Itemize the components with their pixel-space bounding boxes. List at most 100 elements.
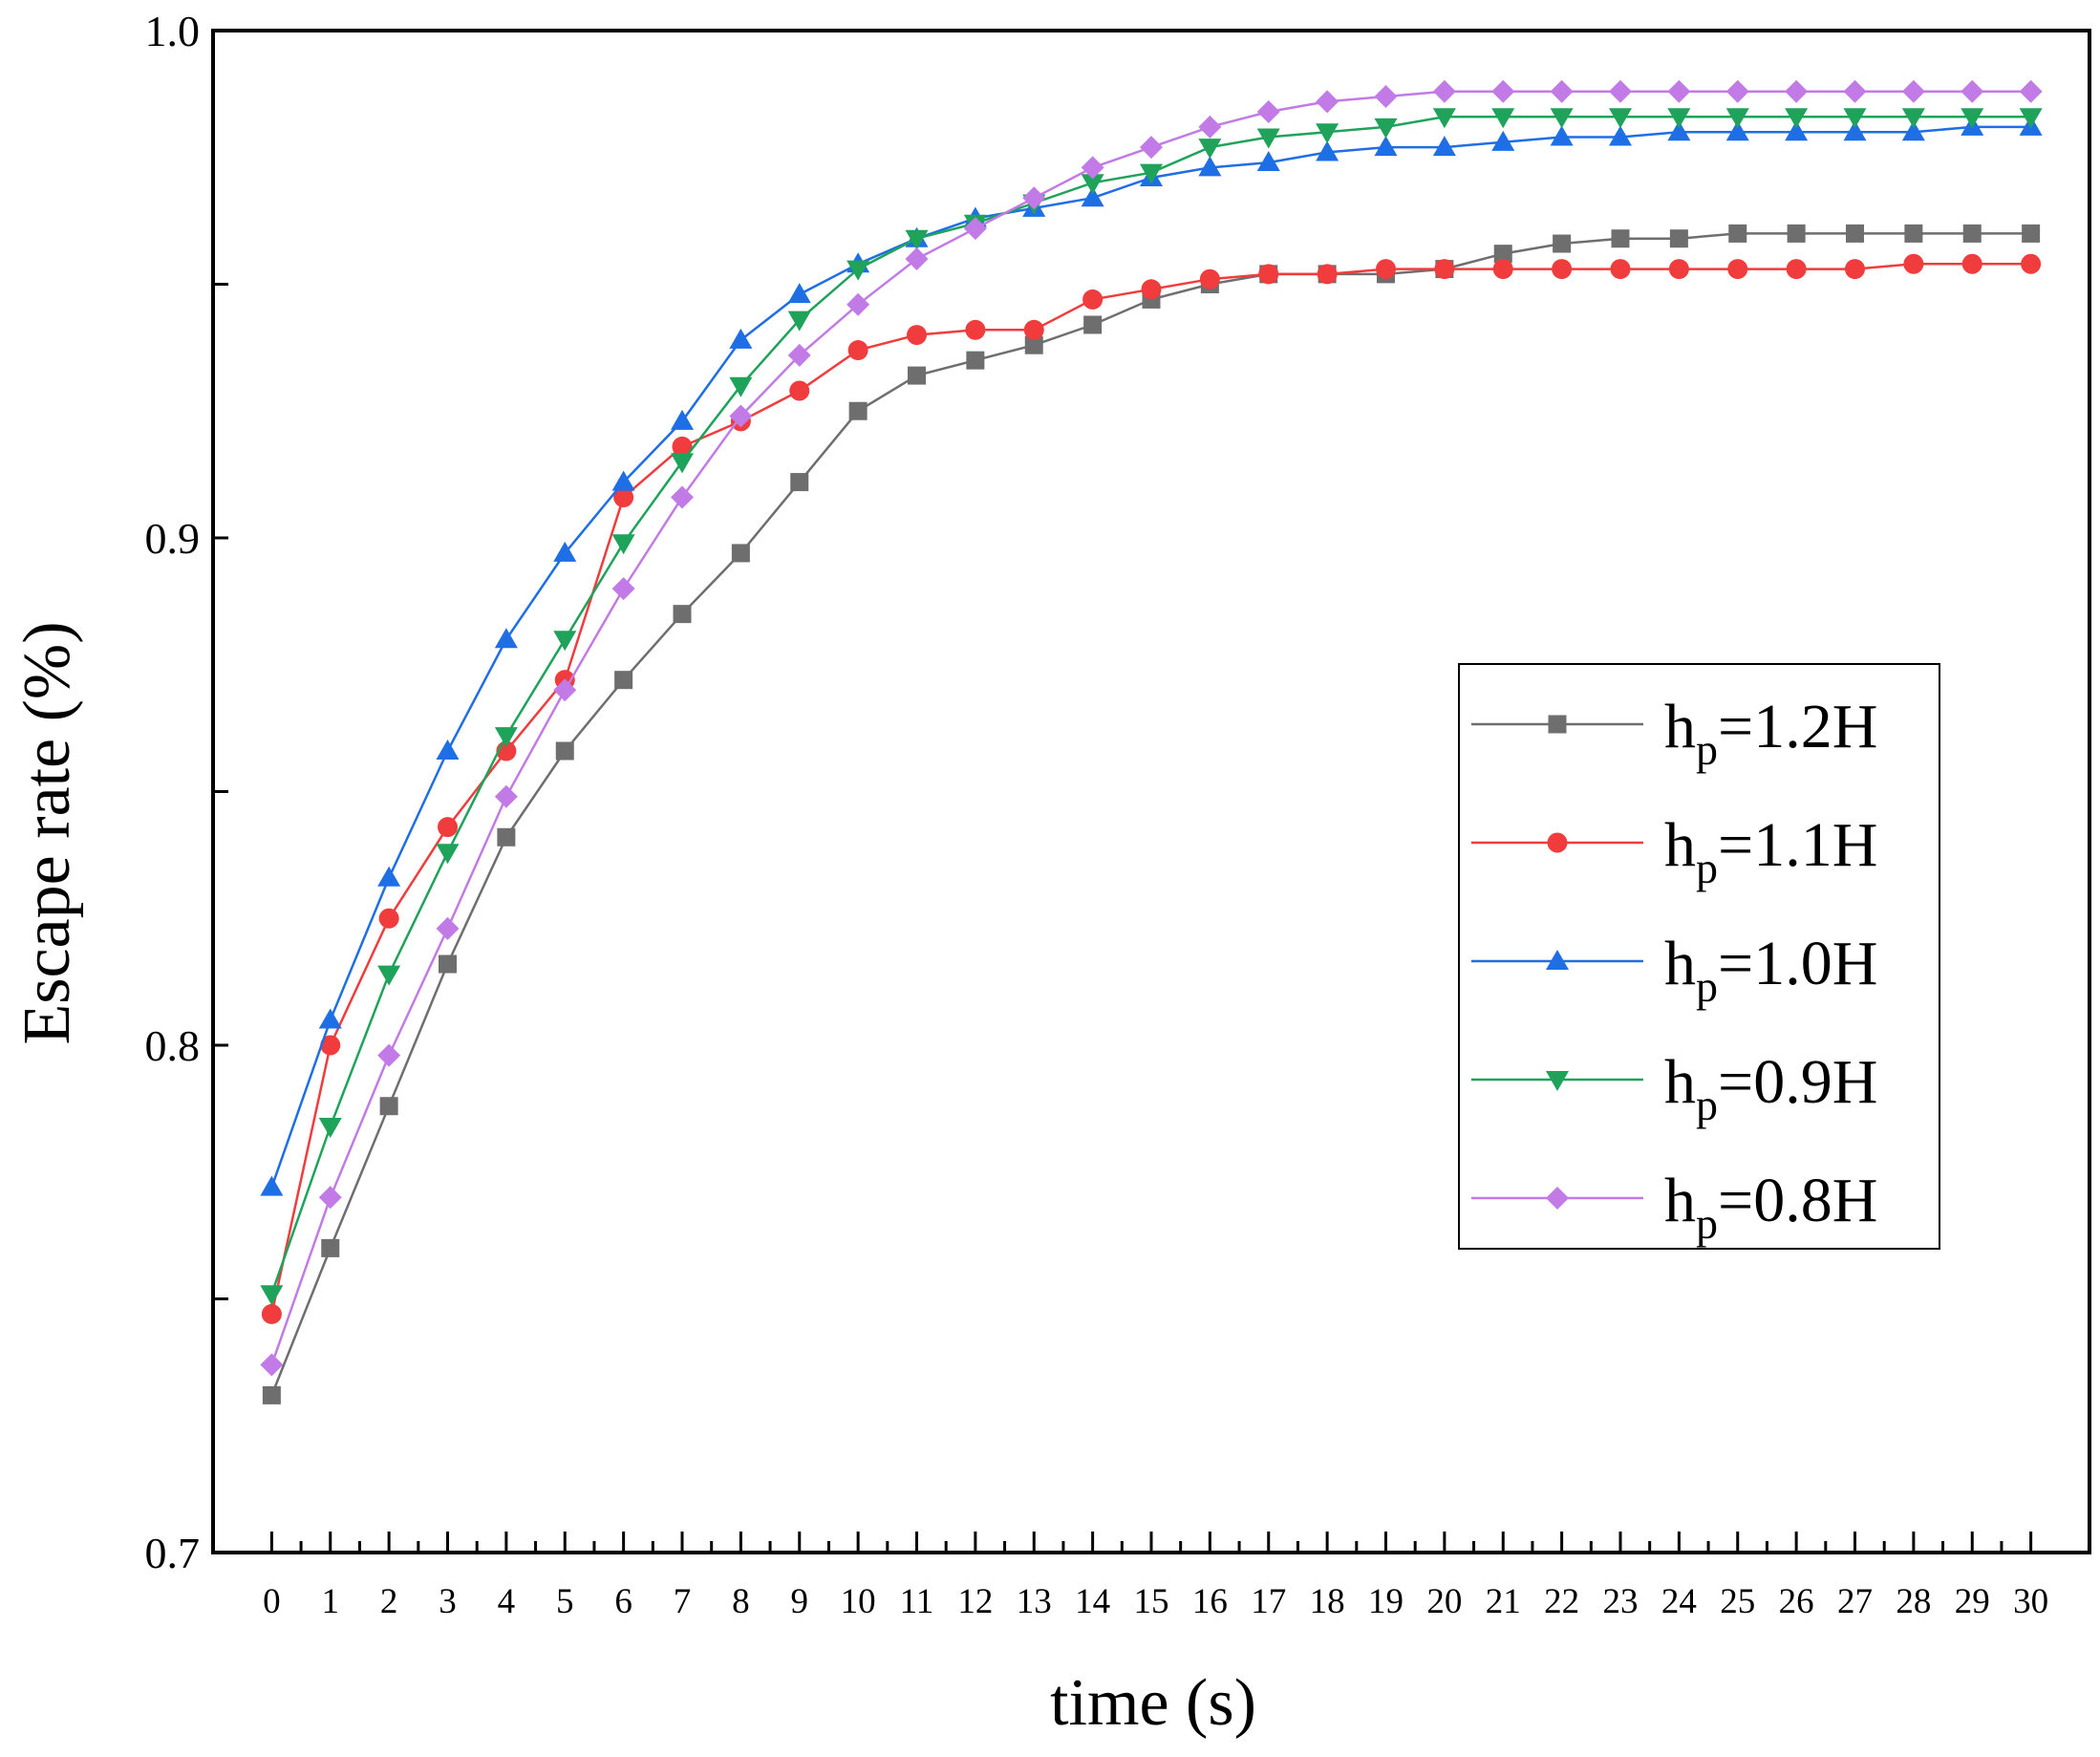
- x-tick-label: 12: [957, 1582, 993, 1621]
- data-point: [1901, 108, 1925, 129]
- data-point: [1081, 174, 1104, 195]
- data-point: [1022, 186, 1046, 210]
- y-tick-label: 0.8: [145, 1021, 201, 1070]
- x-tick-label: 11: [900, 1582, 934, 1621]
- x-tick-label: 28: [1896, 1582, 1931, 1621]
- data-point: [318, 1117, 342, 1138]
- y-tick-label: 1.0: [145, 7, 201, 55]
- data-point: [1491, 79, 1515, 103]
- data-point: [553, 631, 577, 652]
- data-point: [1081, 186, 1104, 207]
- data-point: [1374, 118, 1398, 139]
- data-point: [318, 1008, 342, 1029]
- data-point: [905, 246, 929, 270]
- data-point: [1198, 115, 1222, 139]
- data-point: [1376, 259, 1396, 280]
- y-axis-label: Escape rate (%): [11, 621, 84, 1044]
- data-point: [1553, 234, 1572, 253]
- y-tick-label: 0.7: [145, 1529, 201, 1577]
- data-point: [1550, 125, 1574, 146]
- data-point: [1432, 108, 1456, 129]
- legend-marker: [1548, 715, 1567, 734]
- data-point: [1609, 108, 1632, 129]
- legend-marker: [1546, 950, 1569, 970]
- data-point: [1667, 120, 1691, 141]
- data-point: [553, 678, 577, 702]
- x-tick-label: 30: [2013, 1582, 2048, 1621]
- data-point: [497, 827, 516, 846]
- legend-label: hp=0.8H: [1664, 1166, 1877, 1248]
- data-point: [1961, 108, 1984, 129]
- legend-label: hp=1.2H: [1664, 692, 1877, 774]
- data-point: [1901, 120, 1925, 141]
- data-point: [1199, 268, 1220, 289]
- data-point: [908, 366, 926, 385]
- data-point: [965, 319, 986, 340]
- data-point: [1611, 229, 1630, 248]
- legend-entry-4: hp=0.9H: [1471, 1047, 1877, 1129]
- data-point: [671, 485, 694, 509]
- x-tick-label: 7: [674, 1582, 692, 1621]
- data-point: [905, 229, 929, 250]
- data-point: [611, 577, 635, 601]
- axis-layer: 0.70.80.91.00 1 2 3 4 5 6 7 8 9 10 11 12 13 14 15 16 17 18…: [145, 7, 2091, 1621]
- data-point: [1491, 130, 1515, 151]
- data-point: [1374, 85, 1398, 109]
- x-tick-label: 15: [1134, 1582, 1169, 1621]
- data-point: [1434, 259, 1455, 280]
- data-point: [320, 1035, 341, 1056]
- data-point: [1432, 79, 1456, 103]
- x-tick-label: 14: [1075, 1582, 1110, 1621]
- data-point: [1317, 264, 1338, 285]
- data-point: [787, 311, 811, 332]
- x-tick-label: 3: [439, 1582, 457, 1621]
- series-5: [260, 79, 2043, 1377]
- data-point: [1024, 335, 1043, 354]
- data-point: [787, 283, 811, 304]
- data-point: [555, 741, 574, 761]
- x-tick-label: 0: [263, 1582, 281, 1621]
- legend-entry-2: hp=1.1H: [1471, 810, 1877, 892]
- data-point: [1140, 136, 1163, 160]
- x-tick-label: 23: [1603, 1582, 1639, 1621]
- data-point: [1316, 140, 1339, 161]
- data-point: [1785, 120, 1809, 141]
- data-point: [1198, 156, 1222, 177]
- legend-label: hp=1.1H: [1664, 810, 1877, 892]
- x-tick-label: 17: [1251, 1582, 1286, 1621]
- data-point: [1843, 120, 1867, 141]
- data-point: [1727, 259, 1748, 280]
- data-point: [1550, 79, 1574, 103]
- data-point: [1725, 108, 1749, 129]
- data-point: [1023, 319, 1044, 340]
- data-point: [1725, 79, 1749, 103]
- data-point: [1787, 224, 1806, 243]
- data-point: [848, 401, 868, 420]
- legend-marker: [1547, 832, 1568, 853]
- x-tick-label: 13: [1017, 1582, 1052, 1621]
- x-tick-label: 27: [1837, 1582, 1873, 1621]
- data-point: [1141, 279, 1162, 300]
- legend-label: hp=0.9H: [1664, 1047, 1877, 1129]
- data-point: [1843, 108, 1867, 129]
- data-point: [321, 1238, 340, 1257]
- data-point: [438, 817, 458, 838]
- data-point: [729, 376, 753, 397]
- data-point: [846, 292, 870, 316]
- data-point: [673, 605, 692, 624]
- data-point: [847, 340, 868, 361]
- data-point: [261, 1303, 282, 1324]
- legend-box: [1458, 663, 1940, 1250]
- data-point: [436, 916, 460, 940]
- data-point: [1258, 264, 1279, 285]
- data-point: [846, 260, 870, 281]
- data-point: [1140, 163, 1163, 184]
- legend-entry-5: hp=0.8H: [1471, 1166, 1877, 1248]
- data-point: [907, 325, 927, 346]
- data-point: [1904, 224, 1923, 243]
- data-point: [1845, 259, 1865, 280]
- data-point: [1961, 79, 1984, 103]
- data-point: [1493, 245, 1512, 264]
- x-tick-label: 16: [1192, 1582, 1228, 1621]
- data-point: [1374, 136, 1398, 157]
